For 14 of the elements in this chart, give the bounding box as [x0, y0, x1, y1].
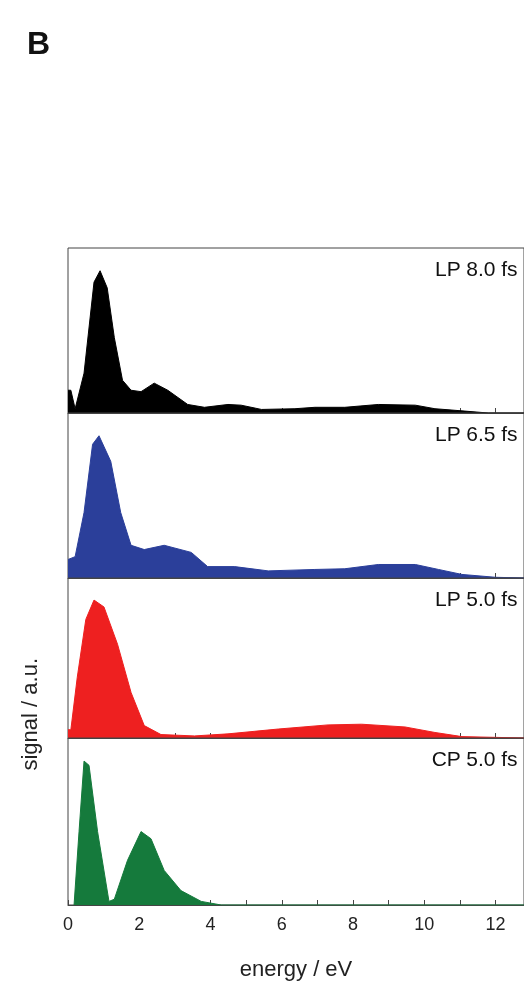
chart-title: B	[27, 25, 51, 61]
x-tick-label: 4	[205, 914, 216, 934]
x-tick-label: 2	[134, 914, 145, 934]
text: CP 5.0 fs	[431, 747, 518, 770]
x-tick-label: 6	[276, 914, 287, 934]
text: LP 5.0 fs	[435, 587, 518, 610]
text: LP 6.5 fs	[435, 422, 518, 445]
text: LP 8.0 fs	[435, 257, 518, 280]
x-tick-label: 10	[414, 914, 435, 934]
y-axis-title: signal / a.u.	[16, 658, 42, 771]
x-tick-label: 12	[485, 914, 506, 934]
x-tick-label: 8	[347, 914, 359, 934]
x-axis-title: energy / eV	[239, 955, 353, 981]
x-tick-label: 0	[62, 914, 74, 934]
